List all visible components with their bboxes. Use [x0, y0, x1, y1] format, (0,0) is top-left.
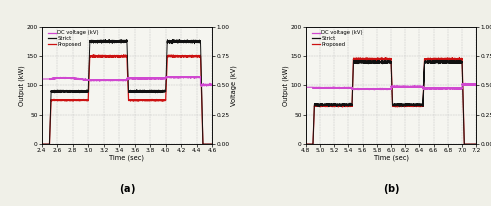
- Y-axis label: Output (kW): Output (kW): [19, 65, 25, 106]
- Text: $\bf{(a)}$: $\bf{(a)}$: [119, 182, 135, 196]
- X-axis label: Time (sec): Time (sec): [109, 155, 144, 161]
- Legend: DC voltage (kV), Strict, Proposed: DC voltage (kV), Strict, Proposed: [46, 28, 101, 49]
- Text: $\bf{(b)}$: $\bf{(b)}$: [382, 182, 400, 196]
- Y-axis label: Voltage (kV): Voltage (kV): [231, 65, 237, 106]
- X-axis label: Time (sec): Time (sec): [374, 155, 409, 161]
- Legend: DC voltage (kV), Strict, Proposed: DC voltage (kV), Strict, Proposed: [310, 28, 365, 49]
- Y-axis label: Output (kW): Output (kW): [282, 65, 289, 106]
